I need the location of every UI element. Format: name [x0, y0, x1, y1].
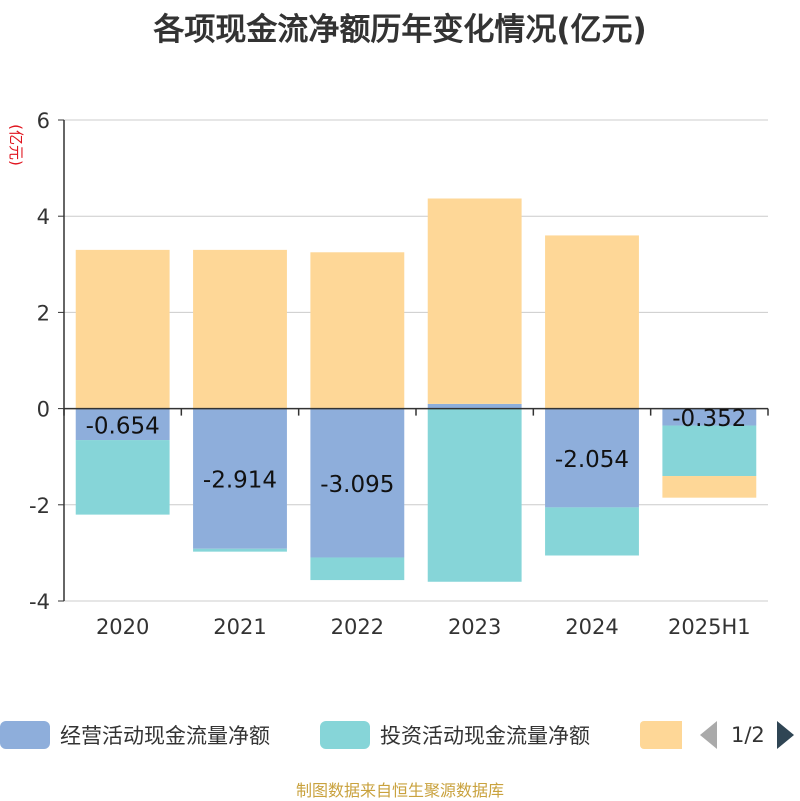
bar-series2-2021[interactable]: [193, 249, 287, 409]
bar-series0-2020[interactable]: [75, 408, 170, 441]
pager-next-icon[interactable]: [776, 721, 794, 749]
bar-series0-2022[interactable]: [310, 408, 405, 558]
x-tick-label: 2023: [448, 615, 501, 639]
legend-swatch-financing: [640, 721, 682, 749]
bar-series2-2020[interactable]: [75, 249, 170, 409]
bar-series2-2023[interactable]: [427, 198, 522, 404]
bar-series0-2025H1[interactable]: [662, 408, 757, 426]
bar-series0-2023[interactable]: [427, 403, 522, 409]
bar-series0-2024[interactable]: [545, 408, 639, 508]
y-tick-label: -4: [29, 590, 50, 614]
x-tick-label: 2021: [213, 615, 266, 639]
legend-label-operating: 经营活动现金流量净额: [60, 724, 270, 748]
legend-item-financing[interactable]: [640, 720, 682, 750]
y-tick-label: 2: [37, 301, 50, 325]
legend-swatch-investing: [320, 721, 370, 749]
data-source-note: 制图数据来自恒生聚源数据库: [295, 781, 504, 800]
y-tick-label: 0: [37, 398, 50, 422]
bar-series1-2024[interactable]: [545, 507, 639, 556]
y-tick-label: 6: [37, 109, 50, 133]
y-tick-label: 4: [37, 205, 50, 229]
data-label-series0-2021: -2.914: [203, 468, 277, 494]
bar-series1-2021[interactable]: [193, 548, 287, 552]
bar-series2-2025H1[interactable]: [662, 476, 757, 498]
data-label-series0-2024: -2.054: [555, 447, 629, 473]
legend-item-operating[interactable]: 经营活动现金流量净额: [0, 720, 270, 750]
x-tick-label: 2025H1: [668, 615, 751, 639]
bar-series0-2021[interactable]: [193, 408, 287, 549]
data-label-series0-2020: -0.654: [86, 413, 160, 439]
bar-series1-2023[interactable]: [427, 408, 522, 582]
legend-swatch-operating: [0, 721, 50, 749]
bar-series2-2022[interactable]: [310, 252, 405, 409]
bar-series2-2024[interactable]: [545, 235, 639, 409]
x-tick-label: 2022: [331, 615, 384, 639]
pager-page-text: 1/2: [731, 723, 765, 747]
data-label-series0-2025H1: -0.352: [672, 406, 746, 432]
y-axis-title: (亿元): [7, 124, 25, 166]
pager-prev-icon[interactable]: [700, 721, 717, 749]
legend-label-investing: 投资活动现金流量净额: [380, 724, 590, 748]
data-label-series0-2022: -3.095: [320, 472, 394, 498]
chart-title: 各项现金流净额历年变化情况(亿元): [153, 12, 647, 48]
chart-plot: -4 -2 0 2 4 6 2020 2021 2022 2023 2024 2025H1 -0.65…: [7, 109, 769, 639]
bar-series1-2020[interactable]: [75, 440, 170, 515]
bar-series1-2025H1[interactable]: [662, 425, 757, 477]
y-tick-label: -2: [29, 494, 50, 518]
bar-series1-2022[interactable]: [310, 557, 405, 581]
x-tick-label: 2020: [96, 615, 149, 639]
x-tick-label: 2024: [565, 615, 618, 639]
legend-pager: 1/2: [700, 720, 800, 750]
legend: 经营活动现金流量净额 投资活动现金流量净额 1/2: [0, 712, 800, 756]
legend-item-investing[interactable]: 投资活动现金流量净额: [320, 720, 590, 750]
